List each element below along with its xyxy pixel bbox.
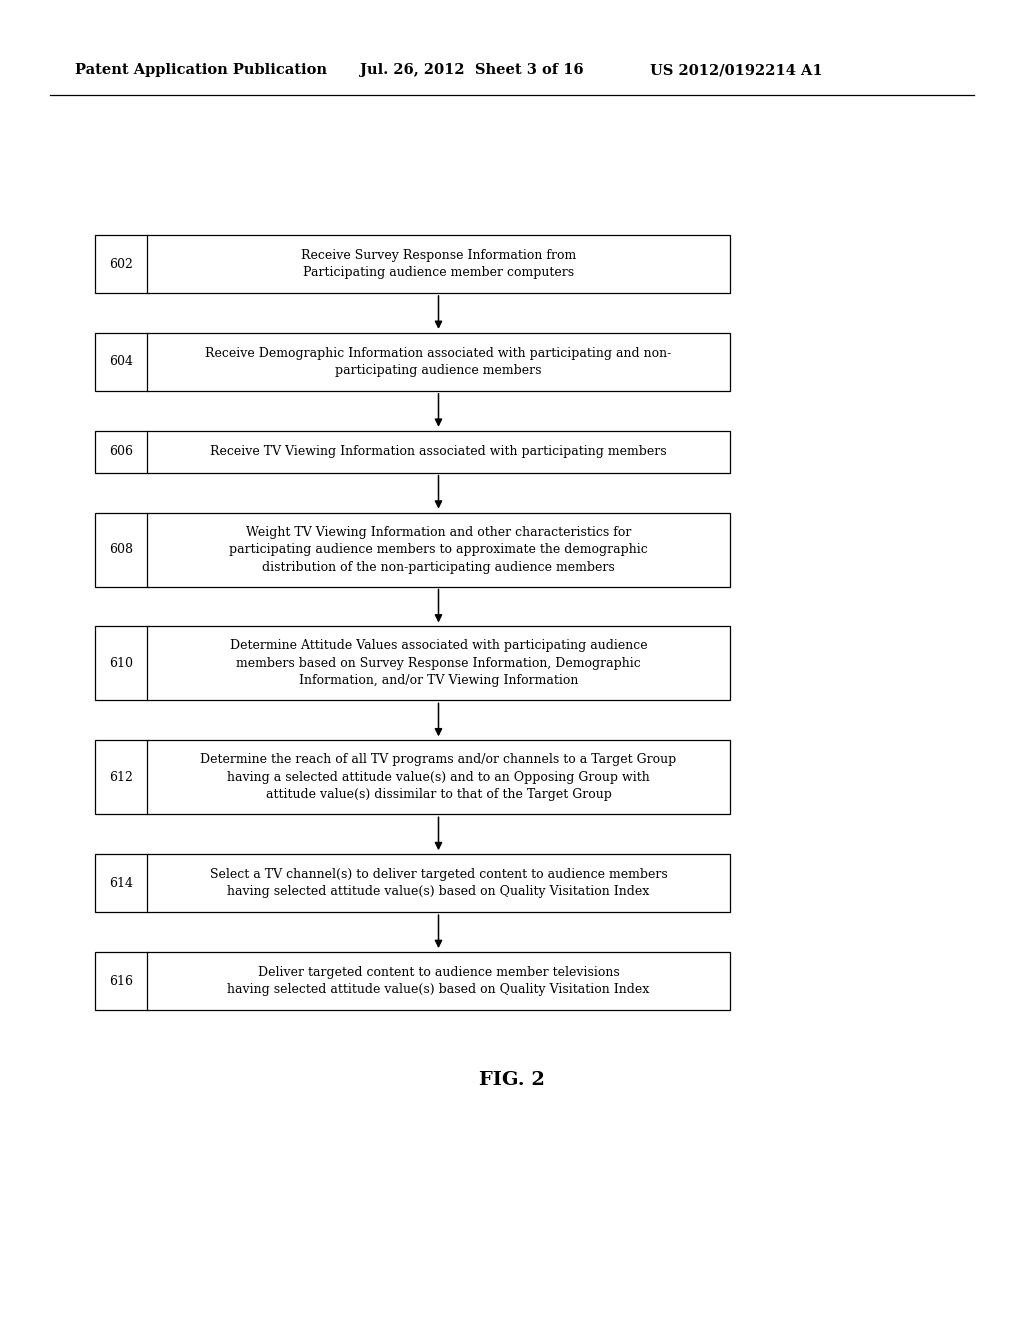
Text: 602: 602 bbox=[110, 257, 133, 271]
Bar bbox=[95, 741, 730, 814]
Text: Determine the reach of all TV programs and/or channels to a Target Group
having : Determine the reach of all TV programs a… bbox=[201, 754, 677, 801]
Text: 604: 604 bbox=[109, 355, 133, 368]
Text: Receive TV Viewing Information associated with participating members: Receive TV Viewing Information associate… bbox=[210, 445, 667, 458]
Bar bbox=[95, 627, 730, 701]
Text: 614: 614 bbox=[109, 876, 133, 890]
Bar bbox=[95, 333, 730, 391]
Text: 616: 616 bbox=[109, 974, 133, 987]
Text: 606: 606 bbox=[109, 445, 133, 458]
Text: Jul. 26, 2012  Sheet 3 of 16: Jul. 26, 2012 Sheet 3 of 16 bbox=[360, 63, 584, 77]
Bar bbox=[95, 952, 730, 1010]
Bar bbox=[95, 512, 730, 586]
Text: Patent Application Publication: Patent Application Publication bbox=[75, 63, 327, 77]
Text: 610: 610 bbox=[109, 657, 133, 671]
Text: Weight TV Viewing Information and other characteristics for
participating audien: Weight TV Viewing Information and other … bbox=[229, 525, 648, 574]
Text: FIG. 2: FIG. 2 bbox=[479, 1071, 545, 1089]
Text: 608: 608 bbox=[109, 543, 133, 556]
Text: 612: 612 bbox=[110, 771, 133, 784]
Text: Receive Demographic Information associated with participating and non-
participa: Receive Demographic Information associat… bbox=[206, 347, 672, 378]
Bar bbox=[95, 430, 730, 473]
Text: Determine Attitude Values associated with participating audience
members based o: Determine Attitude Values associated wit… bbox=[229, 639, 647, 688]
Bar bbox=[95, 854, 730, 912]
Bar bbox=[95, 235, 730, 293]
Text: US 2012/0192214 A1: US 2012/0192214 A1 bbox=[650, 63, 822, 77]
Text: Receive Survey Response Information from
Participating audience member computers: Receive Survey Response Information from… bbox=[301, 248, 577, 280]
Text: Select a TV channel(s) to deliver targeted content to audience members
having se: Select a TV channel(s) to deliver target… bbox=[210, 867, 668, 899]
Text: Deliver targeted content to audience member televisions
having selected attitude: Deliver targeted content to audience mem… bbox=[227, 966, 649, 997]
